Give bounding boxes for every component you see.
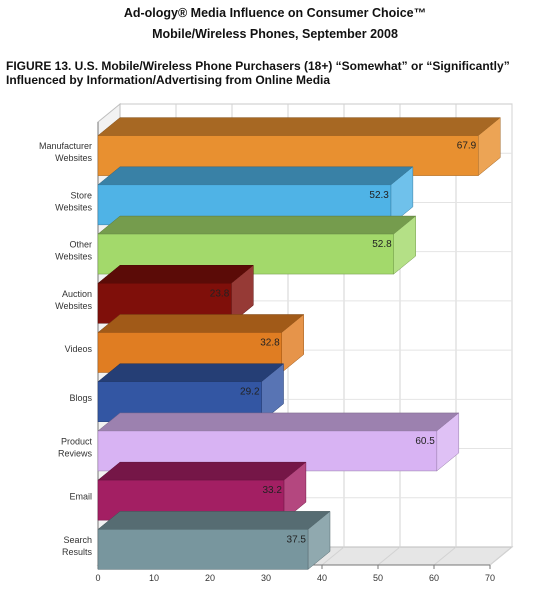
category-label: Other	[69, 240, 92, 250]
x-tick-label: 40	[317, 573, 327, 583]
category-label: Results	[62, 547, 93, 557]
bar	[97, 529, 309, 570]
category-label: Auction	[62, 289, 92, 299]
bar-top	[97, 166, 414, 186]
bar-value-label: 23.8	[210, 288, 230, 299]
bar-value-label: 60.5	[415, 436, 435, 447]
category-label: Websites	[55, 301, 92, 311]
bar-top	[97, 117, 501, 136]
category-label: Search	[63, 535, 92, 545]
floor-gridline	[489, 546, 513, 566]
category-label: Blogs	[69, 393, 92, 403]
x-tick-label: 20	[205, 573, 215, 583]
bar-top	[97, 265, 254, 284]
x-tick-label: 70	[485, 573, 495, 583]
category-label: Websites	[55, 153, 92, 163]
bar-value-label: 29.2	[240, 387, 260, 398]
x-tick-label: 30	[261, 573, 271, 583]
report-title: Ad-ology® Media Influence on Consumer Ch…	[123, 6, 427, 20]
floor-gridline	[433, 546, 457, 566]
bar-top	[97, 314, 305, 333]
bar-top	[97, 511, 331, 530]
x-tick-label: 50	[373, 573, 383, 583]
bar-value-label: 32.8	[260, 338, 280, 349]
bar-value-label: 67.9	[457, 141, 477, 152]
floor-gridline	[377, 546, 401, 566]
category-label: Manufacturer	[39, 141, 92, 151]
category-label: Videos	[65, 344, 93, 354]
bar-top	[97, 363, 285, 382]
x-tick-label: 10	[149, 573, 159, 583]
bar-value-label: 52.8	[372, 239, 392, 250]
x-tick-label: 60	[429, 573, 439, 583]
category-label: Product	[61, 436, 93, 446]
category-label: Email	[69, 492, 92, 502]
figure-title: FIGURE 13. U.S. Mobile/Wireless Phone Pu…	[6, 59, 510, 87]
bar-top	[97, 461, 307, 481]
bar-value-label: 52.3	[369, 190, 389, 201]
bar-top	[97, 412, 460, 432]
category-label: Websites	[55, 202, 92, 212]
bar-value-label: 37.5	[287, 534, 307, 545]
report-subtitle: Mobile/Wireless Phones, September 2008	[152, 27, 398, 41]
bar-top	[97, 215, 417, 235]
x-tick-label: 0	[95, 573, 100, 583]
category-label: Reviews	[58, 448, 93, 458]
category-label: Websites	[55, 252, 92, 262]
floor-gridline	[321, 546, 345, 566]
category-label: Store	[70, 190, 92, 200]
bar-value-label: 33.2	[262, 485, 282, 496]
